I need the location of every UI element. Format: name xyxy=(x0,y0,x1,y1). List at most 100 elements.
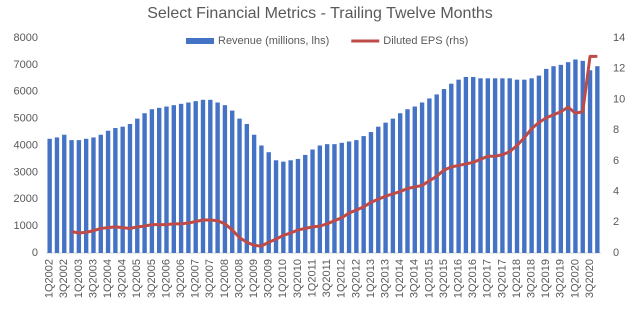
bar xyxy=(98,134,103,253)
bar xyxy=(492,78,498,253)
y-tick-label: 3000 xyxy=(14,166,38,178)
bar xyxy=(558,64,564,253)
chart-title: Select Financial Metrics - Trailing Twel… xyxy=(147,5,493,22)
bar xyxy=(471,76,476,253)
legend-label: Revenue (millions, lhs) xyxy=(218,35,329,47)
bar xyxy=(113,128,118,253)
bar xyxy=(127,124,133,253)
x-tick-label: 1Q2002 xyxy=(44,259,56,298)
bar xyxy=(105,130,111,253)
bar xyxy=(390,118,396,253)
y-tick-label: 8000 xyxy=(14,32,38,44)
bar xyxy=(47,138,52,253)
y2-tick-label: 0 xyxy=(613,247,619,259)
x-tick-label: 1Q2003 xyxy=(73,259,85,298)
x-tick-label: 1Q2018 xyxy=(511,259,523,298)
y-tick-label: 2000 xyxy=(14,193,38,205)
bar xyxy=(178,103,184,253)
bar xyxy=(536,75,542,253)
y2-tick-label: 6 xyxy=(613,155,619,167)
legend-label: Diluted EPS (rhs) xyxy=(383,35,468,47)
bar xyxy=(397,113,403,253)
y-tick-label: 4000 xyxy=(14,139,38,151)
x-tick-label: 3Q2006 xyxy=(175,259,187,298)
bar xyxy=(419,102,425,253)
x-tick-label: 1Q2017 xyxy=(482,259,494,298)
bar xyxy=(200,99,206,253)
x-tick-label: 3Q2019 xyxy=(555,259,567,298)
bar xyxy=(222,105,228,253)
x-tick-label: 1Q2009 xyxy=(248,259,260,298)
bar xyxy=(120,126,125,253)
x-tick-label: 3Q2016 xyxy=(467,259,479,298)
bar xyxy=(573,59,578,253)
x-tick-label: 3Q2002 xyxy=(58,259,70,298)
bar xyxy=(354,140,359,253)
bar xyxy=(54,137,60,253)
x-tick-label: 3Q2017 xyxy=(496,259,508,298)
bar xyxy=(507,78,512,253)
bar xyxy=(215,102,220,253)
bar xyxy=(339,142,344,253)
bar xyxy=(565,62,571,253)
bar xyxy=(551,66,556,253)
x-tick-label: 1Q2016 xyxy=(453,259,465,298)
bar xyxy=(164,106,169,253)
bar xyxy=(273,160,279,253)
x-tick-label: 1Q2008 xyxy=(219,259,231,298)
bar xyxy=(376,126,381,253)
line xyxy=(71,54,598,248)
bar xyxy=(288,160,293,253)
y-tick-label: 5000 xyxy=(14,113,38,125)
bar xyxy=(317,145,323,253)
bar xyxy=(434,94,439,253)
x-tick-label: 3Q2007 xyxy=(204,259,216,298)
x-tick-label: 1Q2014 xyxy=(394,259,406,298)
bar xyxy=(295,158,301,253)
bar xyxy=(83,138,89,253)
bar xyxy=(135,118,140,253)
x-tick-label: 3Q2010 xyxy=(292,259,304,298)
bar xyxy=(157,107,162,253)
legend-swatch xyxy=(186,38,214,44)
y2-tick-label: 4 xyxy=(613,185,619,197)
bar xyxy=(76,140,82,253)
y-tick-label: 6000 xyxy=(14,86,38,98)
bar xyxy=(368,132,374,253)
x-tick-label: 3Q2008 xyxy=(233,259,245,298)
x-tick-label: 1Q2012 xyxy=(336,259,348,298)
x-tick-label: 3Q2012 xyxy=(350,259,362,298)
x-tick-label: 3Q2005 xyxy=(146,259,158,298)
bar xyxy=(208,99,213,253)
bar xyxy=(412,106,417,253)
x-tick-label: 1Q2006 xyxy=(160,259,172,298)
x-tick-label: 1Q2013 xyxy=(365,259,377,298)
x-tick-label: 3Q2014 xyxy=(409,259,421,298)
x-tick-label: 1Q2015 xyxy=(423,259,435,298)
x-tick-label: 1Q2004 xyxy=(102,259,114,298)
bar xyxy=(332,144,337,253)
y-tick-label: 7000 xyxy=(14,59,38,71)
x-tick-label: 1Q2011 xyxy=(306,259,318,297)
x-tick-label: 1Q2020 xyxy=(569,259,581,298)
bar xyxy=(587,70,593,253)
y2-tick-label: 2 xyxy=(613,216,619,228)
x-tick-label: 3Q2004 xyxy=(117,259,129,298)
y-tick-label: 1000 xyxy=(14,220,38,232)
y-tick-label: 0 xyxy=(32,247,38,259)
bar xyxy=(259,145,264,253)
bar xyxy=(383,122,388,253)
bar xyxy=(62,134,67,253)
bar xyxy=(595,66,600,253)
bar xyxy=(346,141,352,253)
bar xyxy=(522,79,527,253)
bar xyxy=(91,137,96,253)
x-tick-label: 3Q2015 xyxy=(438,259,450,298)
bar xyxy=(361,136,366,253)
x-tick-label: 3Q2020 xyxy=(584,259,596,298)
bar xyxy=(266,152,271,253)
bar xyxy=(171,105,176,253)
bar xyxy=(149,109,155,253)
bar xyxy=(529,78,534,253)
